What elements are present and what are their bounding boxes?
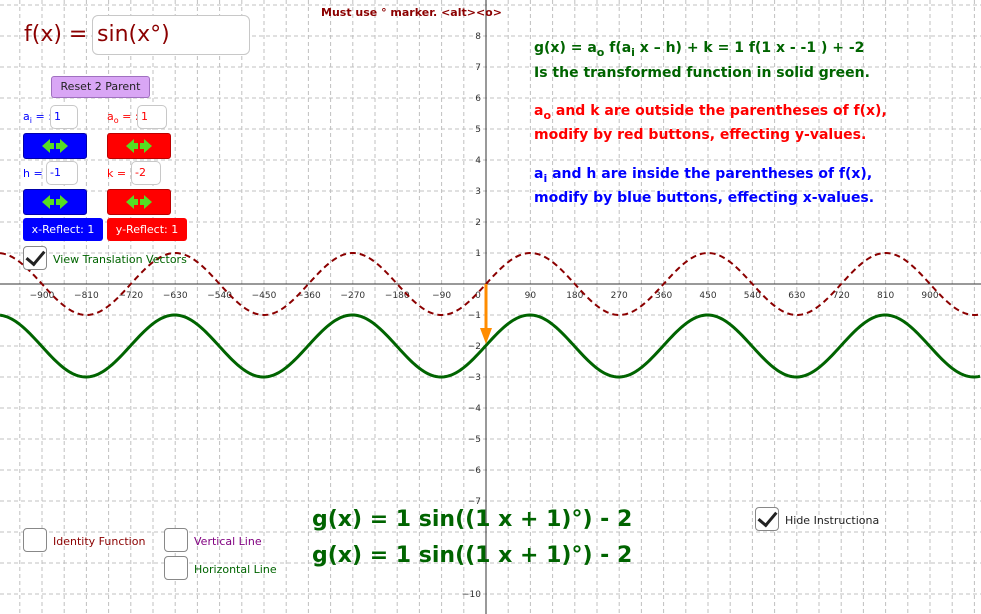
x-tick-label: 180 [566,291,583,301]
horizontal-line-checkbox[interactable] [164,556,188,580]
x-tick-label: −270 [340,291,365,301]
ai-decrease-arrow-icon[interactable] [42,139,54,153]
translation-vector [480,284,492,344]
y-tick-label: 1 [475,249,481,259]
identity-function-label: Identity Function [53,535,146,548]
x-tick-label: 270 [611,291,628,301]
hide-instructions-checkbox[interactable] [755,506,779,531]
ao-arrow-buttons [107,133,171,159]
ai-input[interactable]: 1 [50,105,78,129]
ai-label: ai = : [23,110,52,126]
x-tick-label: −810 [74,291,99,301]
y-reflect-button[interactable]: y-Reflect: 1 [107,218,187,241]
x-tick-label: 720 [833,291,850,301]
ao-input[interactable]: 1 [137,105,167,129]
parent-function-curve [0,251,981,317]
x-tick-label: −360 [296,291,321,301]
checkmark-icon [25,245,45,267]
degree-marker-note: Must use ° marker. <alt><o> [321,6,502,19]
info-general-form: g(x) = ao f(ai x – h) + k = 1 f(1 x - -1… [534,40,865,59]
h-increase-arrow-icon[interactable] [56,195,68,209]
checkmark-icon [757,506,777,528]
h-input[interactable]: -1 [46,161,78,185]
view-vectors-label: View Translation Vectors [53,253,187,266]
x-tick-label: −720 [118,291,143,301]
x-tick-label: 540 [744,291,761,301]
y-tick-label: 4 [475,156,481,166]
k-increase-arrow-icon[interactable] [140,195,152,209]
x-tick-label: 630 [788,291,805,301]
x-reflect-button[interactable]: x-Reflect: 1 [23,218,103,241]
k-label: k = : [107,167,134,180]
y-tick-label: 5 [475,125,481,135]
x-tick-label: −90 [432,291,451,301]
x-tick-label: 360 [655,291,672,301]
y-tick-label: −10 [462,590,481,600]
y-tick-label: −6 [468,466,482,476]
transformed-function-curve [0,313,981,379]
equation-line-2: g(x) = 1 sin((1 x + 1)°) - 2 [312,543,633,568]
x-tick-label: −450 [252,291,277,301]
y-tick-label: −2 [468,342,481,352]
ai-increase-arrow-icon[interactable] [56,139,68,153]
vertical-line-checkbox[interactable] [164,528,188,552]
reset-parent-button[interactable]: Reset 2 Parent [51,76,150,98]
x-tick-label: −900 [30,291,55,301]
y-tick-label: −4 [468,404,482,414]
k-decrease-arrow-icon[interactable] [126,195,138,209]
identity-function-checkbox[interactable] [23,528,47,552]
y-tick-label: 2 [475,218,481,228]
info-red-buttons-note: modify by red buttons, effecting y-value… [534,127,867,143]
h-arrow-buttons [23,189,87,215]
x-tick-label: −630 [163,291,188,301]
y-tick-label: 6 [475,94,481,104]
y-tick-label: −3 [468,373,481,383]
info-transformed-note: Is the transformed function in solid gre… [534,65,870,81]
y-tick-label: −1 [468,311,481,321]
hide-instructions-label: Hide Instructiona [785,514,880,527]
y-tick-label: −5 [468,435,481,445]
horizontal-line-label: Horizontal Line [194,563,277,576]
x-tick-label: 810 [877,291,894,301]
info-inside-note: ai and h are inside the parentheses of f… [534,166,873,185]
fx-label: f(x) = : [24,22,102,47]
y-tick-label: 8 [475,32,481,42]
x-tick-label: 0 [475,291,481,301]
x-tick-label: 450 [699,291,716,301]
ao-decrease-arrow-icon[interactable] [126,139,138,153]
tick-labels: −900 −810 −720 −630 −540 −450 −360 −270 −180 −90 0… [30,32,939,600]
ao-label: ao = : [107,110,139,126]
k-input[interactable]: -2 [131,161,161,185]
h-decrease-arrow-icon[interactable] [42,195,54,209]
info-outside-note: ao and k are outside the parentheses of … [534,103,887,122]
view-vectors-checkbox[interactable] [23,245,47,270]
h-label: h = : [23,167,50,180]
y-tick-label: −7 [468,497,481,507]
x-tick-label: 900 [921,291,938,301]
ao-increase-arrow-icon[interactable] [140,139,152,153]
fx-input[interactable]: sin(x°) [92,15,250,55]
vertical-line-label: Vertical Line [194,535,262,548]
y-tick-label: 3 [475,187,481,197]
ai-arrow-buttons [23,133,87,159]
x-tick-label: −540 [207,291,232,301]
x-tick-label: −180 [385,291,410,301]
equation-line-1: g(x) = 1 sin((1 x + 1)°) - 2 [312,507,633,532]
k-arrow-buttons [107,189,171,215]
x-tick-label: 90 [525,291,537,301]
info-blue-buttons-note: modify by blue buttons, effecting x-valu… [534,190,875,206]
y-tick-label: 7 [475,63,481,73]
